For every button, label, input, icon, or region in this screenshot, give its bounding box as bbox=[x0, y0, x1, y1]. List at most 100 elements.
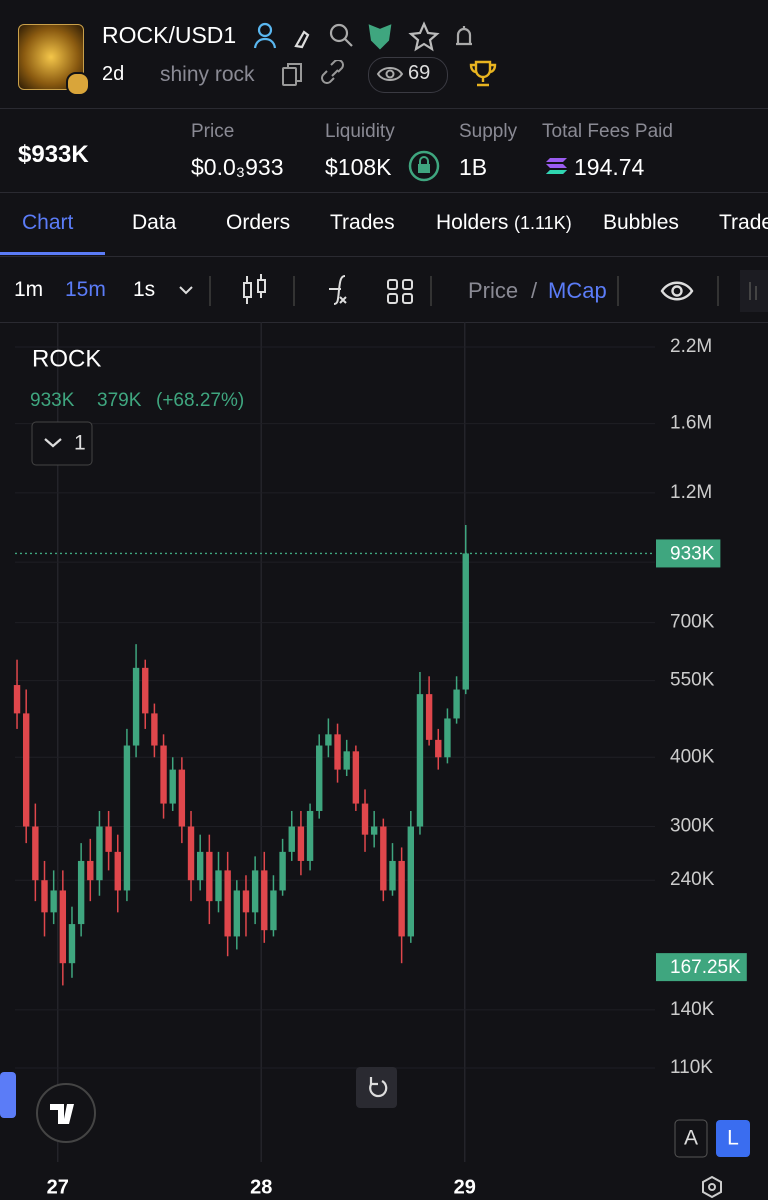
auto-button[interactable] bbox=[674, 1119, 708, 1158]
candle-body bbox=[316, 745, 323, 811]
liquidity-value: $108K bbox=[325, 154, 392, 180]
candle-body bbox=[142, 667, 149, 714]
legend-change-pct: (+68.27%) bbox=[156, 390, 244, 411]
y-tick-label: 2.2M bbox=[670, 336, 712, 357]
copy-link-icons[interactable] bbox=[280, 60, 360, 90]
legend-last: 933K bbox=[30, 390, 75, 411]
candle-body bbox=[453, 689, 460, 719]
view-count: 69 bbox=[408, 62, 431, 84]
supply-value: 1B bbox=[459, 154, 488, 180]
candle-body bbox=[407, 826, 415, 937]
trophy-icon[interactable] bbox=[468, 58, 498, 90]
tab[interactable]: Chart bbox=[22, 211, 74, 234]
candle-body bbox=[233, 890, 241, 937]
candle-body bbox=[370, 826, 378, 835]
candle-body bbox=[77, 860, 85, 925]
candle-body bbox=[389, 860, 396, 891]
y-tick-label: 400K bbox=[670, 746, 715, 767]
candle-body bbox=[114, 851, 121, 891]
candle-body bbox=[297, 826, 305, 861]
candle-body bbox=[416, 694, 424, 827]
badge bbox=[66, 72, 90, 96]
candle-body bbox=[169, 769, 176, 804]
token-age: 2d bbox=[102, 63, 125, 85]
chevron bbox=[44, 438, 62, 448]
liquidity-label: Liquidity bbox=[325, 121, 395, 142]
tab[interactable]: Trades bbox=[330, 211, 395, 234]
candle-body bbox=[306, 810, 314, 861]
token-name: shiny rock bbox=[160, 63, 255, 86]
tab[interactable]: Bubbles bbox=[603, 211, 679, 234]
eye-icon bbox=[376, 67, 404, 81]
tab[interactable]: Data bbox=[132, 211, 177, 234]
price-label-box bbox=[656, 539, 721, 568]
candle-body bbox=[32, 826, 39, 881]
candle-body bbox=[87, 860, 94, 881]
y-tick-label: 700K bbox=[670, 612, 715, 633]
toolbar-icons-right[interactable] bbox=[640, 270, 768, 312]
x-tick-label: 28 bbox=[250, 1176, 272, 1198]
interval[interactable]: 15m bbox=[65, 278, 106, 301]
separator: / bbox=[531, 278, 538, 303]
settings-icon[interactable] bbox=[702, 1175, 722, 1199]
price-toggle[interactable]: Price bbox=[468, 278, 519, 303]
views-pill bbox=[368, 57, 448, 93]
token-logo[interactable] bbox=[18, 24, 84, 90]
candle-body bbox=[41, 880, 48, 913]
collapse-button[interactable] bbox=[31, 421, 93, 466]
candle-body bbox=[224, 870, 231, 937]
y-tick-label: 1.2M bbox=[670, 482, 712, 503]
y-tick-label: 110K bbox=[670, 1057, 713, 1078]
candle-body bbox=[215, 870, 222, 902]
candle-body bbox=[270, 890, 277, 931]
mcap-toggle[interactable]: MCap bbox=[548, 278, 607, 303]
pair-title: ROCK/USD1 bbox=[102, 22, 237, 48]
candle-body bbox=[105, 826, 112, 852]
candle-body bbox=[196, 851, 204, 881]
candle-body bbox=[425, 694, 433, 740]
candle-body bbox=[334, 734, 341, 770]
candle-body bbox=[178, 769, 186, 827]
reset-button[interactable] bbox=[356, 1067, 397, 1108]
price-value: $0.0₃933 bbox=[191, 154, 284, 180]
tab[interactable]: Orders bbox=[226, 211, 291, 234]
y-tick-label: 240K bbox=[670, 869, 715, 890]
reset-icon bbox=[369, 1077, 388, 1098]
settings-dot bbox=[708, 1183, 716, 1191]
candle-body bbox=[132, 667, 140, 746]
market-cap: $933K bbox=[18, 141, 89, 168]
y-tick-label: 1.6M bbox=[670, 413, 712, 434]
y-tick-label: 300K bbox=[670, 816, 715, 837]
log-button[interactable] bbox=[716, 1120, 750, 1157]
side-tab[interactable] bbox=[0, 1072, 16, 1118]
x-tick-label: 27 bbox=[47, 1176, 69, 1198]
candle-body bbox=[68, 924, 76, 964]
candle-body bbox=[279, 851, 286, 891]
lock-icon bbox=[408, 150, 440, 182]
candle-body bbox=[261, 870, 268, 931]
solana-icon bbox=[546, 158, 567, 174]
candle-body bbox=[22, 713, 30, 827]
toolbar-icons[interactable] bbox=[176, 270, 636, 312]
candle-body bbox=[13, 685, 21, 714]
chart: ROCK 933K 379K (+68.27%) 1 A L 27 28 29 2.2… bbox=[0, 322, 750, 1199]
candle-body bbox=[50, 890, 57, 913]
candle-body bbox=[206, 851, 213, 902]
interval[interactable]: 1m bbox=[14, 278, 44, 301]
tab[interactable]: Holders bbox=[436, 211, 509, 234]
interval[interactable]: 1s bbox=[133, 278, 156, 301]
price-label: Price bbox=[191, 121, 235, 142]
candle-body bbox=[444, 718, 451, 758]
candle-body bbox=[435, 739, 442, 758]
supply-label: Supply bbox=[459, 121, 518, 142]
candle-body bbox=[187, 826, 195, 881]
candle-body bbox=[343, 751, 350, 770]
legend-change: 379K bbox=[97, 390, 142, 411]
y-tick-label: 140K bbox=[670, 999, 715, 1020]
tab[interactable]: Trade bbox=[719, 211, 768, 234]
price-label: 167.25K bbox=[670, 957, 741, 978]
candle-body bbox=[151, 713, 158, 746]
fees-label: Total Fees Paid bbox=[542, 121, 673, 142]
collapse-count: 1 bbox=[74, 432, 86, 455]
